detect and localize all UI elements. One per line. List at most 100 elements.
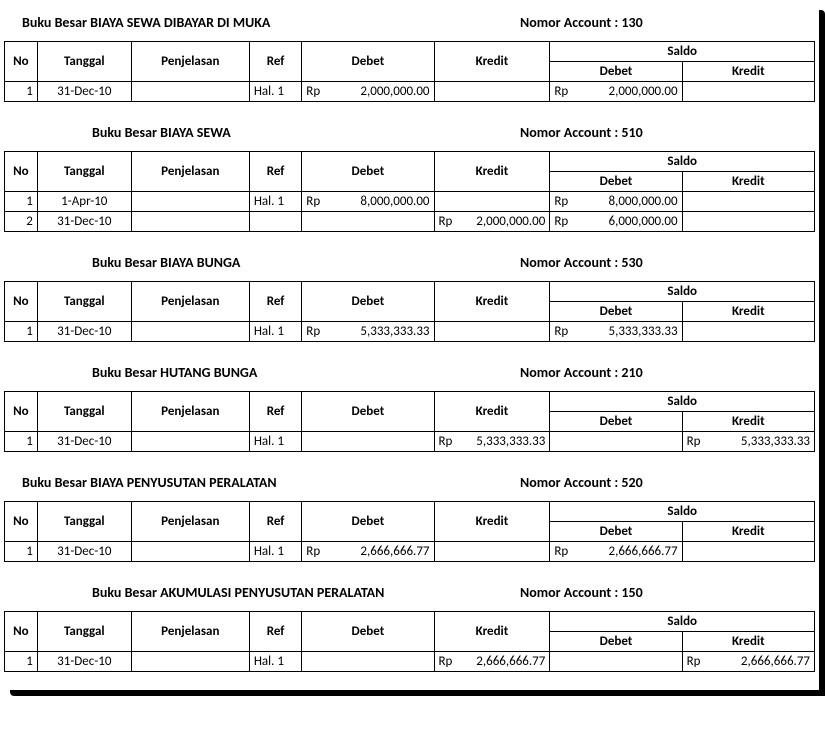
cell-debet-cur: Rp	[302, 322, 330, 342]
ledger-account: Nomor Account : 520	[520, 474, 815, 491]
cell-tanggal: 31-Dec-10	[37, 212, 131, 232]
cell-no: 1	[5, 542, 38, 562]
col-saldo-debet: Debet	[550, 522, 682, 542]
table-row: 131-Dec-10Hal. 1Rp5,333,333.33Rp5,333,33…	[5, 322, 815, 342]
col-penjelasan: Penjelasan	[131, 502, 249, 542]
cell-saldo-kredit: 5,333,333.33	[711, 432, 815, 452]
cell-no: 1	[5, 322, 38, 342]
shadow-bottom	[10, 690, 825, 696]
cell-penjelasan	[131, 212, 249, 232]
cell-kredit-cur	[434, 322, 462, 342]
ledger-title: Buku Besar BIAYA BUNGA	[92, 254, 520, 271]
cell-tanggal: 31-Dec-10	[37, 432, 131, 452]
cell-saldo-kredit-cur: Rp	[682, 652, 710, 672]
cell-debet-cur: Rp	[302, 82, 330, 102]
cell-debet-cur	[302, 212, 330, 232]
col-saldo-kredit: Kredit	[682, 412, 814, 432]
cell-saldo-kredit-cur	[682, 542, 710, 562]
cell-saldo-debet: 2,000,000.00	[578, 82, 682, 102]
cell-ref: Hal. 1	[249, 432, 301, 452]
col-saldo-debet: Debet	[550, 412, 682, 432]
col-saldo-debet: Debet	[550, 632, 682, 652]
cell-ref: Hal. 1	[249, 652, 301, 672]
col-ref: Ref	[249, 612, 301, 652]
cell-kredit	[462, 82, 549, 102]
ledger-section: Buku Besar HUTANG BUNGANomor Account : 2…	[4, 354, 815, 452]
cell-saldo-kredit	[711, 82, 815, 102]
ledger-section: Buku Besar AKUMULASI PENYUSUTAN PERALATA…	[4, 574, 815, 672]
cell-tanggal: 31-Dec-10	[37, 322, 131, 342]
col-kredit: Kredit	[434, 282, 550, 322]
col-kredit: Kredit	[434, 42, 550, 82]
col-debet: Debet	[302, 152, 434, 192]
ledger-section: Buku Besar BIAYA PENYUSUTAN PERALATANNom…	[4, 464, 815, 562]
col-no: No	[5, 612, 38, 652]
col-saldo: Saldo	[550, 152, 815, 172]
col-kredit: Kredit	[434, 612, 550, 652]
col-saldo-debet: Debet	[550, 172, 682, 192]
ledger-account: Nomor Account : 210	[520, 364, 815, 381]
ledger-table: NoTanggalPenjelasanRefDebetKreditSaldoDe…	[4, 151, 815, 232]
cell-kredit-cur: Rp	[434, 432, 462, 452]
cell-no: 1	[5, 432, 38, 452]
col-no: No	[5, 152, 38, 192]
col-saldo-debet: Debet	[550, 302, 682, 322]
ledger-title: Buku Besar BIAYA SEWA DIBAYAR DI MUKA	[22, 14, 520, 31]
col-no: No	[5, 42, 38, 82]
col-saldo-kredit: Kredit	[682, 172, 814, 192]
cell-tanggal: 31-Dec-10	[37, 82, 131, 102]
cell-saldo-debet: 5,333,333.33	[578, 322, 682, 342]
ledger-title: Buku Besar BIAYA PENYUSUTAN PERALATAN	[22, 474, 520, 491]
cell-kredit	[462, 542, 549, 562]
table-row: 131-Dec-10Hal. 1Rp2,666,666.77Rp2,666,66…	[5, 542, 815, 562]
col-saldo: Saldo	[550, 612, 815, 632]
col-penjelasan: Penjelasan	[131, 392, 249, 432]
cell-saldo-debet-cur: Rp	[550, 542, 578, 562]
ledger-account: Nomor Account : 150	[520, 584, 815, 601]
col-tanggal: Tanggal	[37, 612, 131, 652]
ledger-header: Buku Besar BIAYA SEWANomor Account : 510	[4, 114, 815, 151]
cell-kredit-cur: Rp	[434, 212, 462, 232]
cell-saldo-debet-cur: Rp	[550, 322, 578, 342]
ledger-section: Buku Besar BIAYA SEWANomor Account : 510…	[4, 114, 815, 232]
col-penjelasan: Penjelasan	[131, 152, 249, 192]
ledger-title: Buku Besar AKUMULASI PENYUSUTAN PERALATA…	[92, 584, 520, 601]
table-row: 131-Dec-10Hal. 1Rp2,666,666.77Rp2,666,66…	[5, 652, 815, 672]
cell-debet: 2,000,000.00	[330, 82, 434, 102]
cell-ref	[249, 212, 301, 232]
cell-saldo-debet-cur	[550, 652, 578, 672]
col-ref: Ref	[249, 502, 301, 542]
ledger-table: NoTanggalPenjelasanRefDebetKreditSaldoDe…	[4, 501, 815, 562]
cell-debet	[330, 432, 434, 452]
col-debet: Debet	[302, 392, 434, 432]
ledger-header: Buku Besar BIAYA SEWA DIBAYAR DI MUKANom…	[4, 4, 815, 41]
col-saldo: Saldo	[550, 42, 815, 62]
cell-saldo-kredit	[711, 192, 815, 212]
col-ref: Ref	[249, 392, 301, 432]
ledger-header: Buku Besar BIAYA BUNGANomor Account : 53…	[4, 244, 815, 281]
col-saldo: Saldo	[550, 282, 815, 302]
ledger-account: Nomor Account : 130	[520, 14, 815, 31]
col-kredit: Kredit	[434, 502, 550, 542]
cell-tanggal: 31-Dec-10	[37, 652, 131, 672]
cell-penjelasan	[131, 432, 249, 452]
cell-penjelasan	[131, 542, 249, 562]
table-row: 131-Dec-10Hal. 1Rp5,333,333.33Rp5,333,33…	[5, 432, 815, 452]
col-tanggal: Tanggal	[37, 502, 131, 542]
col-saldo: Saldo	[550, 502, 815, 522]
col-tanggal: Tanggal	[37, 42, 131, 82]
ledger-header: Buku Besar BIAYA PENYUSUTAN PERALATANNom…	[4, 464, 815, 501]
cell-debet-cur	[302, 652, 330, 672]
cell-debet	[330, 652, 434, 672]
cell-debet	[330, 212, 434, 232]
cell-kredit	[462, 192, 549, 212]
col-saldo-kredit: Kredit	[682, 62, 814, 82]
cell-kredit	[462, 322, 549, 342]
ledger-title: Buku Besar BIAYA SEWA	[92, 124, 520, 141]
table-row: 131-Dec-10Hal. 1Rp2,000,000.00Rp2,000,00…	[5, 82, 815, 102]
cell-ref: Hal. 1	[249, 82, 301, 102]
cell-no: 2	[5, 212, 38, 232]
table-row: 231-Dec-10Rp2,000,000.00Rp6,000,000.00	[5, 212, 815, 232]
content: Buku Besar BIAYA SEWA DIBAYAR DI MUKANom…	[4, 4, 815, 688]
col-kredit: Kredit	[434, 392, 550, 432]
